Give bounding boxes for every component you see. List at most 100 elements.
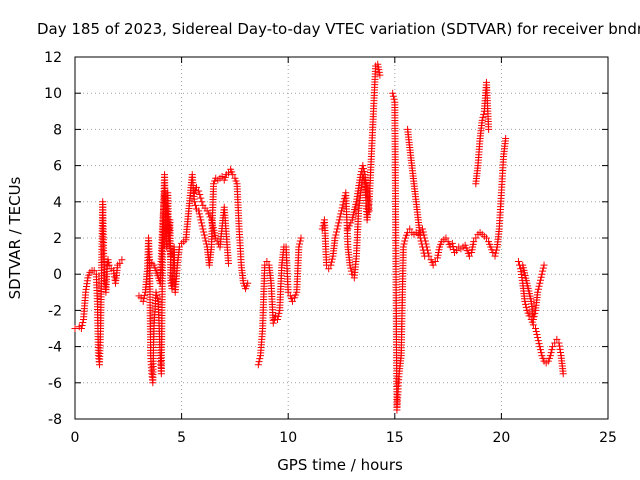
data-point <box>521 297 529 305</box>
data-point <box>284 288 292 296</box>
data-point <box>399 243 407 251</box>
data-point <box>77 325 85 332</box>
data-point <box>536 279 544 287</box>
data-point <box>535 340 543 348</box>
data-point <box>536 346 544 354</box>
data-point <box>406 225 414 233</box>
data-point <box>390 95 398 103</box>
data-point <box>359 162 367 170</box>
data-point <box>479 113 487 121</box>
data-point <box>334 222 342 230</box>
data-point <box>365 207 373 215</box>
data-point <box>256 355 264 363</box>
data-point <box>338 207 345 215</box>
data-point <box>478 116 486 124</box>
data-point <box>167 252 175 260</box>
data-point <box>540 261 548 269</box>
y-tick-label: 4 <box>53 195 62 211</box>
data-point <box>389 89 397 97</box>
data-point <box>196 213 204 221</box>
data-point <box>197 219 205 227</box>
data-point <box>275 309 283 317</box>
data-point <box>448 239 456 247</box>
data-point <box>140 294 148 302</box>
data-point <box>199 225 207 233</box>
data-point <box>345 222 353 230</box>
data-point <box>201 234 209 242</box>
data-point <box>555 342 563 350</box>
data-point <box>197 216 205 224</box>
data-point <box>376 71 384 79</box>
y-tick-label: 0 <box>53 267 62 283</box>
data-point <box>193 183 201 191</box>
data-point <box>206 213 214 221</box>
data-point <box>105 261 113 269</box>
data-point <box>401 237 409 245</box>
data-point <box>465 252 473 260</box>
data-point <box>344 225 352 233</box>
data-point <box>400 240 408 248</box>
data-point <box>200 231 208 239</box>
data-point <box>532 325 540 332</box>
x-tick-label: 20 <box>492 430 510 446</box>
data-point <box>146 256 154 264</box>
data-point <box>347 264 355 272</box>
data-point <box>213 237 221 245</box>
data-point <box>218 172 226 180</box>
y-tick-label: -6 <box>48 376 62 392</box>
data-point <box>449 242 457 250</box>
data-point <box>327 261 335 269</box>
data-point <box>453 247 461 255</box>
data-point <box>489 248 497 256</box>
x-axis-label: GPS time / hours <box>277 456 403 474</box>
data-point <box>339 201 347 209</box>
data-point <box>429 261 437 269</box>
data-point <box>431 258 439 266</box>
data-point <box>295 243 303 251</box>
data-point <box>296 240 304 248</box>
data-point <box>271 312 279 320</box>
data-point <box>274 315 282 323</box>
data-point <box>557 348 565 356</box>
x-tick-labels: 0 5 10 15 20 25 <box>71 430 617 446</box>
data-point <box>263 258 271 266</box>
data-point <box>195 187 203 195</box>
data-point <box>536 343 544 351</box>
data-point <box>417 237 425 245</box>
data-point <box>470 238 478 246</box>
data-point <box>202 237 210 245</box>
data-point <box>336 213 344 221</box>
data-point <box>539 264 547 272</box>
data-point <box>118 256 126 264</box>
data-point <box>325 265 333 273</box>
data-point <box>274 312 282 320</box>
data-point <box>529 315 537 323</box>
data-point <box>190 198 198 206</box>
data-point <box>472 234 480 242</box>
y-tick-label: 10 <box>44 86 62 102</box>
data-point <box>225 259 233 267</box>
data-point <box>553 335 561 343</box>
data-point <box>195 207 203 215</box>
data-point <box>514 258 522 266</box>
x-tick-label: 5 <box>177 430 186 446</box>
data-point <box>225 169 233 177</box>
data-point <box>534 337 542 345</box>
data-point <box>548 346 556 354</box>
data-point <box>139 297 147 305</box>
data-point <box>196 191 204 199</box>
data-point <box>421 252 429 260</box>
data-point <box>491 252 499 260</box>
data-point <box>549 343 557 351</box>
y-tick-label: 12 <box>44 50 62 66</box>
x-tick-label: 10 <box>279 430 297 446</box>
data-point <box>532 328 540 336</box>
y-tick-label: 6 <box>53 159 62 175</box>
data-point <box>71 325 79 332</box>
data-point <box>153 291 161 299</box>
data-point <box>198 198 206 206</box>
data-point <box>203 207 211 215</box>
y-tick-labels: -8 -6 -4 -2 0 2 4 6 8 10 12 <box>44 50 62 428</box>
data-point <box>90 267 98 275</box>
